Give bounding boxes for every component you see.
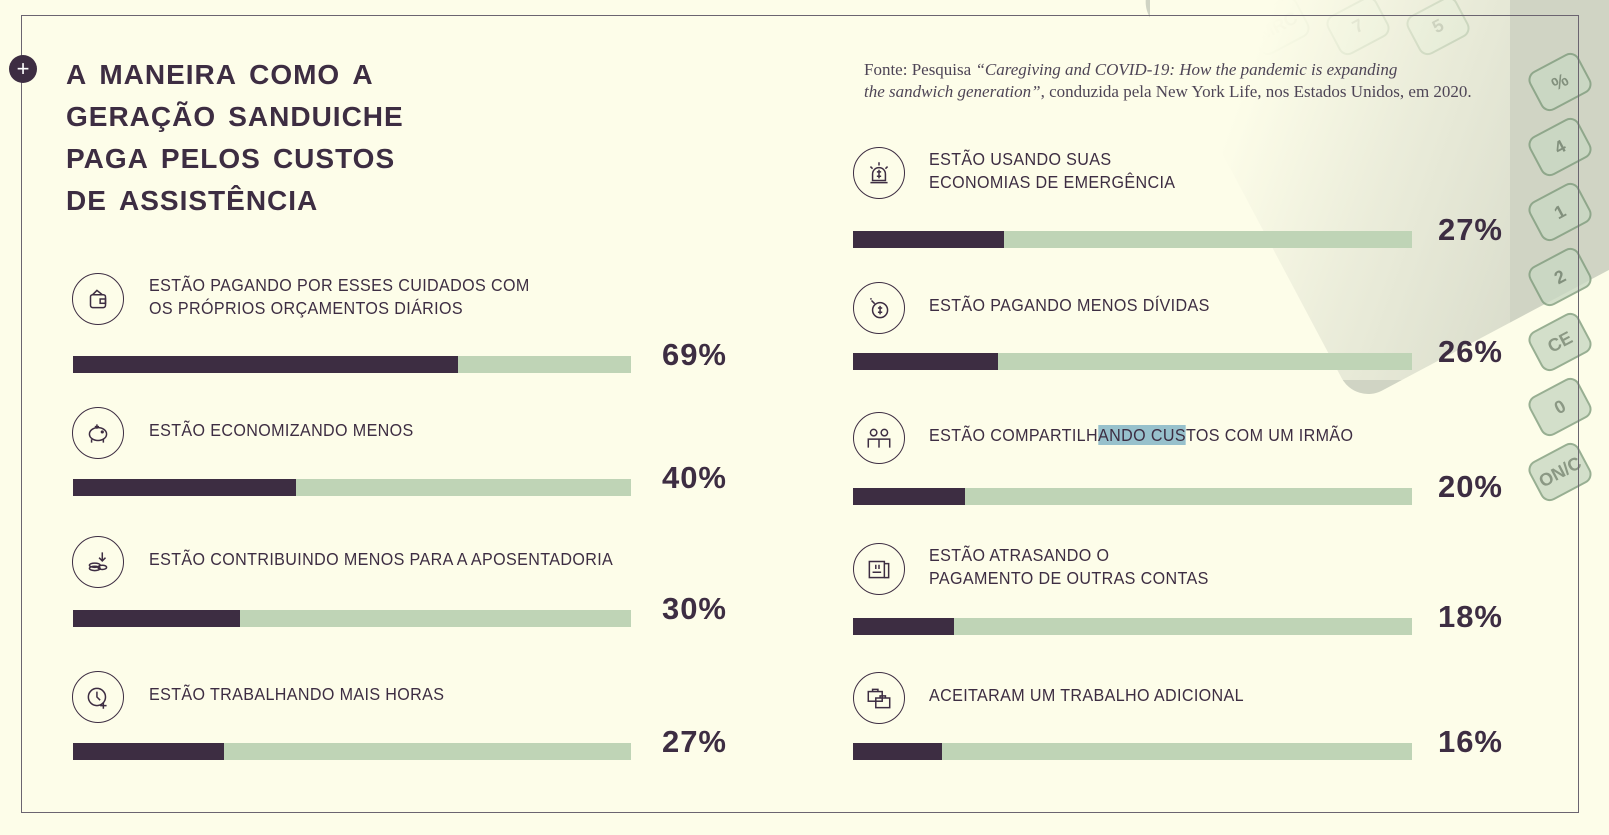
bar-fill	[73, 743, 224, 760]
source-title: the sandwich generation”	[864, 82, 1041, 101]
bar-label: ESTÃO USANDO SUAS ECONOMIAS DE EMERGÊNCIA	[929, 148, 1175, 195]
bar-track	[853, 743, 1412, 760]
bar-fill	[853, 488, 965, 505]
label-line: ESTÃO ECONOMIZANDO MENOS	[149, 420, 414, 441]
value-label: 69%	[661, 337, 727, 372]
label-line: ECONOMIAS DE EMERGÊNCIA	[929, 172, 1176, 192]
source-prefix: Fonte: Pesquisa	[864, 60, 976, 79]
bar-track	[853, 618, 1412, 635]
bill-icon	[853, 543, 905, 595]
source-title: “Caregiving and COVID-19: How the pandem…	[975, 60, 1398, 79]
bar-fill	[853, 231, 1004, 248]
label-line: ESTÃO TRABALHANDO MAIS HORAS	[149, 684, 445, 705]
bar-track	[73, 610, 631, 627]
value-label: 26%	[1437, 334, 1503, 369]
value-label: 30%	[661, 591, 727, 626]
briefcases-icon	[853, 672, 905, 724]
bar-label: ACEITARAM UM TRABALHO ADICIONAL	[929, 684, 1244, 708]
bar-label: ESTÃO PAGANDO MENOS DÍVIDAS	[929, 294, 1210, 318]
bar-fill	[73, 610, 241, 627]
value-label: 27%	[1437, 212, 1503, 247]
title-line: de assistência	[66, 175, 319, 219]
plus-icon: +	[16, 56, 30, 81]
title-line: paga pelos custos	[66, 133, 396, 177]
alarm-dollar-icon	[853, 147, 905, 199]
bar-label: ESTÃO COMPARTILHANDO CUSTOS COM UM IRMÃO	[929, 424, 1353, 448]
label-line: ACEITARAM UM TRABALHO ADICIONAL	[929, 685, 1244, 706]
value-label: 18%	[1437, 599, 1503, 634]
text-selection: ANDO CUS	[1098, 425, 1186, 446]
value-label: 40%	[661, 460, 727, 495]
title-line: geração sanduiche	[66, 91, 404, 135]
label-line: ESTÃO PAGANDO POR ESSES CUIDADOS COM	[149, 274, 530, 295]
infographic-frame	[21, 15, 1579, 813]
bar-fill	[853, 353, 999, 370]
bar-fill	[853, 743, 943, 760]
wallet-icon	[72, 273, 124, 325]
value-label: 16%	[1437, 724, 1503, 759]
two-people-icon	[853, 412, 905, 464]
bar-track	[853, 231, 1412, 248]
expand-plus-button[interactable]: +	[9, 55, 37, 83]
bar-track	[73, 356, 631, 373]
label-line: ESTÃO CONTRIBUINDO MENOS PARA A APOSENTA…	[149, 549, 614, 570]
bar-label: ESTÃO PAGANDO POR ESSES CUIDADOS COM OS P…	[149, 274, 530, 321]
bar-track	[73, 479, 631, 496]
bar-fill	[73, 356, 459, 373]
piggy-bank-icon	[72, 407, 124, 459]
bar-label: ESTÃO CONTRIBUINDO MENOS PARA A APOSENTA…	[149, 548, 613, 572]
label-line: OS PRÓPRIOS ORÇAMENTOS DIÁRIOS	[149, 298, 464, 318]
bar-label: ESTÃO ECONOMIZANDO MENOS	[149, 419, 414, 443]
title-line: A maneira como a	[66, 49, 374, 93]
label-line: ESTÃO ATRASANDO O	[929, 544, 1110, 565]
bar-fill	[73, 479, 297, 496]
source-suffix: , conduzida pela New York Life, nos Esta…	[1040, 82, 1472, 101]
label-line: ESTÃO PAGANDO MENOS DÍVIDAS	[929, 295, 1210, 316]
bar-fill	[853, 618, 954, 635]
page-title: A maneira como a geração sanduiche paga …	[66, 50, 404, 218]
value-label: 20%	[1437, 469, 1503, 504]
money-bomb-icon	[853, 282, 905, 334]
bar-label: ESTÃO ATRASANDO O PAGAMENTO DE OUTRAS CON…	[929, 544, 1209, 591]
label-part: ESTÃO COMPARTILH	[929, 425, 1099, 446]
label-part: TOS COM UM IRMÃO	[1185, 425, 1354, 446]
bar-track	[853, 353, 1412, 370]
label-line: PAGAMENTO DE OUTRAS CONTAS	[929, 568, 1209, 588]
bar-track	[853, 488, 1412, 505]
bar-label: ESTÃO TRABALHANDO MAIS HORAS	[149, 683, 444, 707]
label-line: ESTÃO USANDO SUAS	[929, 148, 1112, 169]
bar-track	[73, 743, 631, 760]
coins-down-icon	[72, 536, 124, 588]
photo-fade	[1150, 0, 1510, 380]
source-note: Fonte: Pesquisa “Caregiving and COVID-19…	[864, 59, 1472, 103]
value-label: 27%	[661, 724, 727, 759]
clock-plus-icon	[72, 671, 124, 723]
